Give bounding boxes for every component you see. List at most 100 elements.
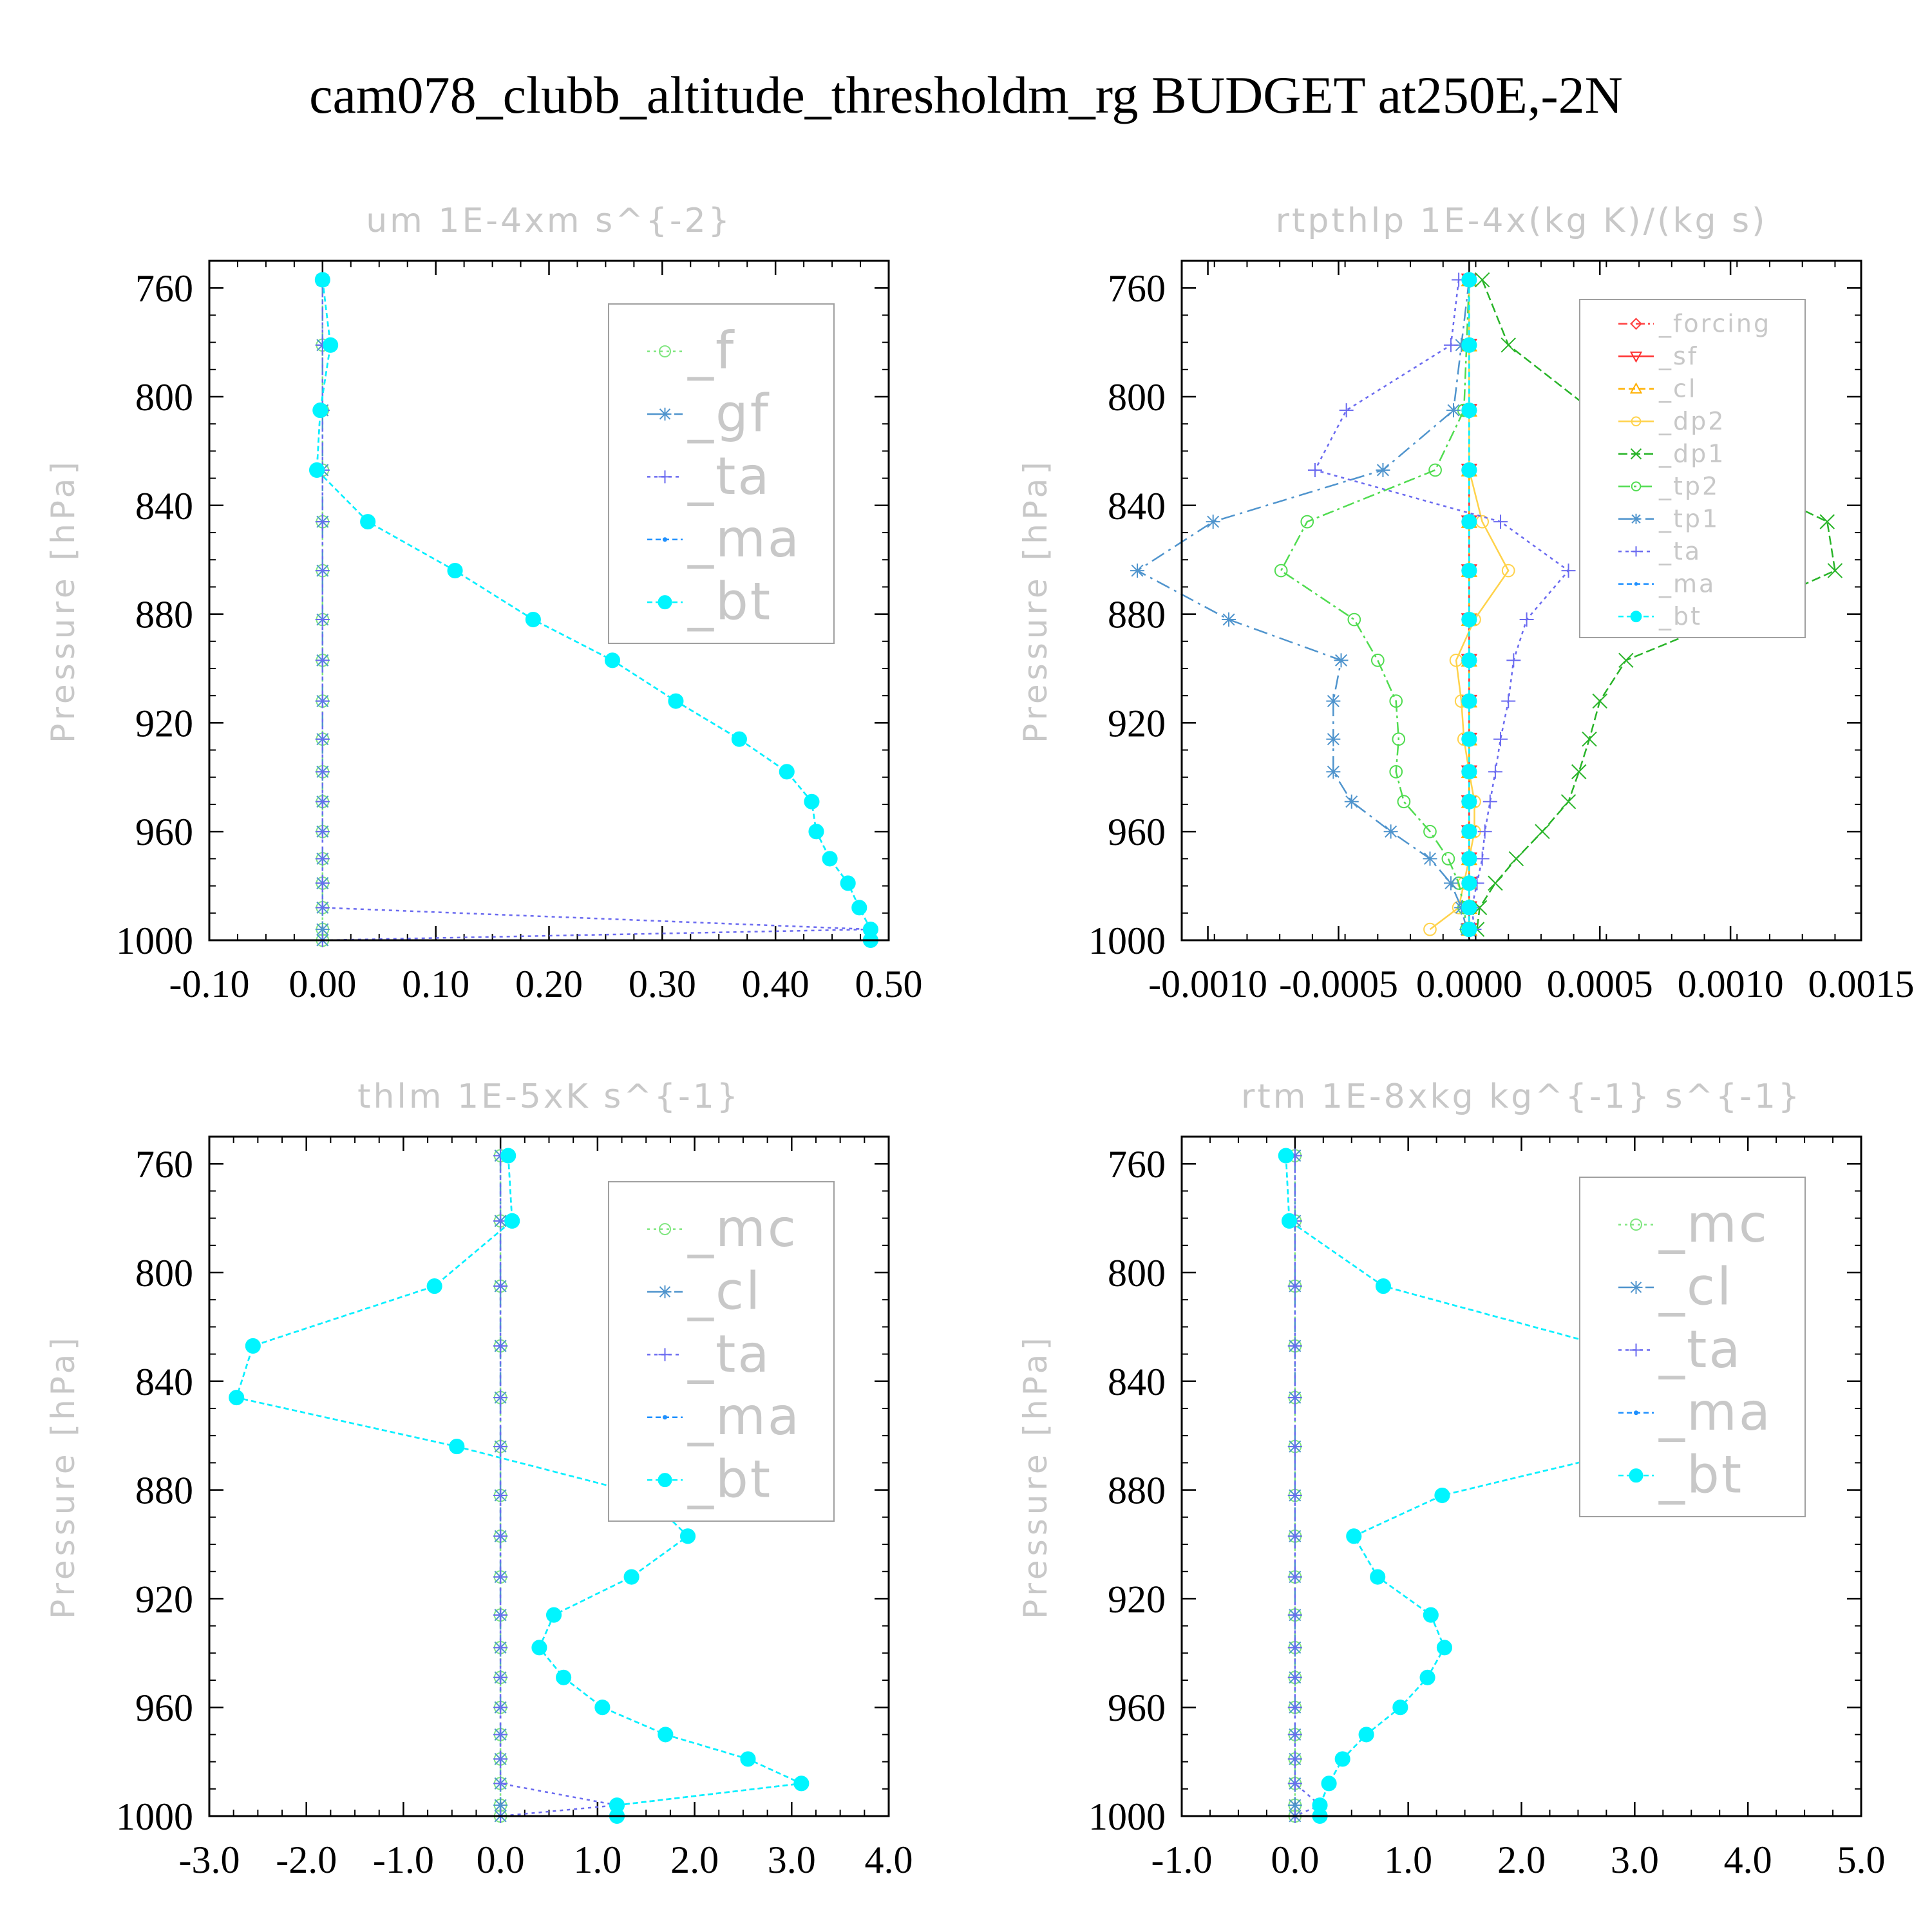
data-point-ta [315,732,330,746]
legend-box [608,303,835,644]
data-point-ta [1287,1776,1302,1791]
y-tick-label: 1000 [116,1795,193,1838]
panel-rtm: rtm 1E-8xkg kg^{-1} s^{-1} Pressure [hPa]… [1017,1077,1886,1881]
data-point-ta [1307,462,1322,477]
panel-title: rtm 1E-8xkg kg^{-1} s^{-1} [1241,1077,1802,1116]
data-point-ta [315,764,330,779]
data-point-bt [1461,563,1477,579]
legend-label-mc: _mc [687,1198,798,1258]
legend-label-cl: _cl [687,1261,762,1321]
data-point-tp1 [1130,564,1145,578]
data-point-bt [1278,1148,1294,1164]
data-point-bt [323,337,339,353]
x-tick-label: -3.0 [179,1839,240,1881]
x-tick-label: 3.0 [768,1839,816,1881]
y-tick-label: 920 [1108,1578,1166,1620]
data-point-tp2 [1441,852,1455,866]
legend-marker-ma [1634,582,1638,586]
data-point-bt [1461,922,1477,938]
data-point-ta [1287,1338,1302,1353]
data-point-bt [779,764,795,780]
legend-box [1579,299,1806,638]
legend-marker-cl [658,1285,672,1298]
x-tick-label: 2.0 [1497,1839,1546,1881]
y-tick-label: 880 [135,594,193,636]
data-point-ta [1506,653,1521,668]
data-point-cl [493,1798,508,1813]
data-point-dp1 [1819,514,1835,529]
data-point-bt [822,851,838,867]
legend-label-tp1: _tp1 [1658,504,1719,533]
plot-frame [1180,1135,1862,1817]
data-point-bt [312,402,328,419]
panel-title: thlm 1E-5xK s^{-1} [357,1077,741,1116]
data-point-bt [1334,1751,1350,1767]
data-point-dp1 [1571,764,1587,780]
x-tick-label: 0.0000 [1416,963,1522,1005]
x-tick-label: 4.0 [865,1839,913,1881]
legend-marker-ta [658,1348,672,1361]
legend-marker-ta [658,470,672,484]
y-tick-label: 920 [1108,702,1166,744]
data-point-bt [1346,1528,1362,1544]
data-point-ta [1287,1488,1302,1503]
legend-label-dp2: _dp2 [1658,407,1725,435]
data-point-ta [1287,1607,1302,1622]
data-point-bt [1375,1278,1392,1294]
series-line-tp1 [1135,279,1470,930]
data-point-tp2 [1389,694,1403,708]
data-point-dp2 [1423,922,1437,936]
legend-marker-sf [1629,351,1643,363]
legend-marker-dp1 [1630,448,1642,460]
data-point-bt [1423,1607,1439,1623]
data-point-ta [1287,1279,1302,1294]
data-point-tp1 [1454,900,1469,915]
x-tick-label: 4.0 [1724,1839,1772,1881]
data-point-ta [1287,1569,1302,1584]
data-point-ta [1287,1727,1302,1742]
data-point-tp1 [1423,851,1437,866]
data-point-bt [594,1700,611,1716]
data-point-tp2 [1428,463,1442,477]
data-point-ta [493,1569,508,1584]
x-tick-label: -1.0 [373,1839,434,1881]
data-point-tp1 [1206,515,1220,529]
data-point-ta [493,1439,508,1454]
panel-um: um 1E-4xm s^{-2} Pressure [hPa] -0.10 0.00 0… [44,202,923,1005]
legend-label-f: _f [687,321,735,381]
legend-marker-ma [1634,1410,1638,1416]
data-point-bt [840,875,856,891]
legend-label-ta: _ta [687,1324,771,1384]
data-point-bt [1461,462,1477,478]
data-point-ta [1561,564,1576,578]
data-point-dp1 [1582,732,1597,747]
panel-rtpthlp: rtpthlp 1E-4x(kg K)/(kg s) Pressure [hPa]… [1017,202,1915,1005]
data-point-bt [679,1528,696,1544]
data-point-ta [493,1529,508,1544]
x-tick-label: 1.0 [1384,1839,1432,1881]
data-point-dp1 [1592,693,1607,709]
data-point-ta [315,515,330,529]
data-point-tp1 [1454,337,1469,352]
plot-frame [208,1135,890,1817]
legend-marker-forcing [1630,317,1642,330]
legend-marker-ma [663,1415,667,1420]
y-tick-label: 760 [135,267,193,310]
data-point-bt [1461,731,1477,747]
legend-label-bt: _bt [1658,1445,1743,1505]
data-point-ta [1477,824,1492,839]
data-point-ta [1475,851,1490,866]
legend-marker-cl [1629,1280,1643,1294]
data-point-bt [1461,611,1477,628]
data-point-bt [1436,1640,1452,1656]
legend-marker-bt [658,595,672,610]
data-point-tp1 [1383,824,1398,839]
x-tick-label: 0.10 [402,963,469,1005]
data-point-tp2 [1300,515,1314,529]
data-point-ta [315,794,330,809]
legend-box [608,1181,835,1522]
data-point-ta [1493,732,1508,746]
data-point-bt [308,462,325,478]
legend-label-gf: _gf [687,383,770,443]
